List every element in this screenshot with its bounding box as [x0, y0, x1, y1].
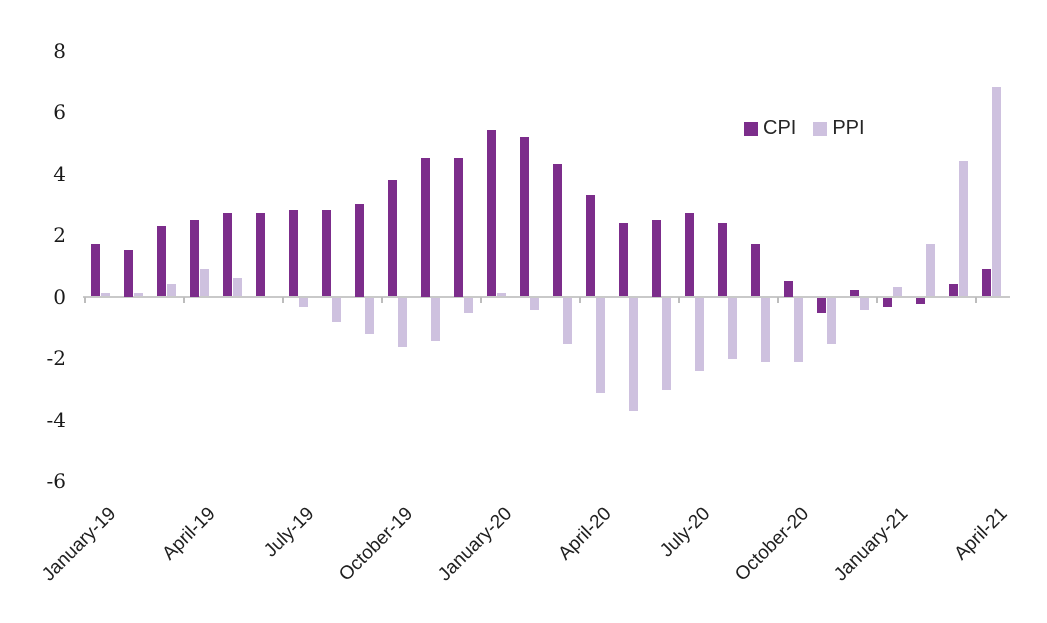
bar-ppi-February-19 [134, 293, 143, 297]
bar-ppi-June-20 [662, 297, 671, 390]
bar-ppi-May-19 [233, 278, 242, 297]
bar-cpi-May-20 [618, 222, 628, 297]
bar-ppi-October-20 [794, 297, 803, 363]
bar-cpi-May-19 [222, 213, 232, 297]
bar-ppi-February-20 [530, 297, 539, 310]
cpi-legend-label: CPI [763, 117, 797, 139]
bar-ppi-May-20 [629, 297, 638, 412]
y-tick-label: 6 [53, 100, 66, 124]
bar-ppi-August-20 [728, 297, 737, 359]
bar-cpi-January-19 [90, 244, 100, 297]
bar-cpi-March-21 [948, 284, 958, 297]
x-tick-label: July-20 [655, 503, 715, 562]
bar-ppi-April-21 [992, 87, 1001, 297]
bar-ppi-January-19 [101, 293, 110, 297]
ppi-swatch-icon [813, 121, 828, 136]
bar-cpi-January-21 [882, 297, 892, 307]
bar-cpi-June-19 [255, 213, 265, 297]
y-tick-label: -2 [46, 346, 66, 370]
cpi-swatch-icon [744, 121, 758, 136]
bar-ppi-November-20 [827, 297, 836, 344]
x-tick-label: January-19 [38, 503, 121, 586]
bar-ppi-September-20 [761, 297, 770, 363]
y-tick-label: -4 [46, 407, 66, 432]
y-tick-label: 0 [53, 284, 66, 309]
y-tick-label: 4 [53, 161, 66, 186]
bar-ppi-November-19 [431, 297, 440, 341]
y-tick-label: 8 [53, 38, 66, 63]
x-axis-tick [183, 297, 185, 303]
x-axis-tick [678, 297, 680, 303]
bar-cpi-October-19 [387, 179, 397, 297]
legend-item-ppi: PPI [813, 117, 865, 140]
x-tick-label: January-20 [434, 503, 517, 586]
bar-ppi-December-20 [860, 297, 869, 310]
x-tick-label: April-21 [949, 503, 1012, 565]
bar-cpi-November-19 [420, 158, 430, 297]
bar-cpi-March-19 [156, 225, 166, 297]
bar-cpi-September-20 [750, 244, 760, 297]
bar-ppi-April-20 [596, 297, 605, 393]
bar-ppi-July-20 [695, 297, 704, 372]
bar-ppi-September-19 [365, 297, 374, 335]
x-axis-tick [282, 297, 284, 303]
x-axis-tick [579, 297, 581, 303]
bar-cpi-March-20 [552, 164, 562, 297]
bar-ppi-January-21 [893, 287, 902, 297]
ppi-legend-label: PPI [832, 117, 865, 139]
bar-cpi-December-19 [453, 158, 463, 297]
zero-line [83, 295, 1010, 298]
x-tick-label: July-19 [259, 503, 319, 562]
x-axis-tick [84, 297, 86, 303]
x-axis-tick [876, 297, 878, 303]
bar-ppi-March-19 [167, 284, 176, 297]
bar-ppi-August-19 [332, 297, 341, 323]
bar-cpi-November-20 [816, 297, 826, 313]
bar-cpi-July-19 [288, 210, 298, 297]
bar-ppi-February-21 [926, 244, 935, 297]
bar-cpi-January-20 [486, 130, 496, 297]
x-tick-label: April-19 [157, 503, 220, 565]
x-tick-label: April-20 [553, 503, 616, 565]
bar-ppi-March-21 [959, 161, 968, 297]
legend: CPI PPI [744, 117, 865, 140]
bar-cpi-June-20 [651, 219, 661, 297]
bar-cpi-December-20 [849, 290, 859, 297]
bar-cpi-July-20 [684, 213, 694, 297]
bar-ppi-October-19 [398, 297, 407, 347]
bar-cpi-February-20 [519, 136, 529, 297]
bar-cpi-September-19 [354, 204, 364, 297]
x-tick-label: January-21 [830, 503, 913, 586]
y-tick-label: 2 [53, 223, 66, 247]
bar-ppi-March-20 [563, 297, 572, 344]
bar-ppi-December-19 [464, 297, 473, 313]
bar-cpi-April-19 [189, 219, 199, 297]
legend-item-cpi: CPI [744, 117, 796, 140]
x-axis-tick [975, 297, 977, 303]
x-axis-tick [777, 297, 779, 303]
bar-cpi-April-20 [585, 195, 595, 297]
bar-cpi-August-19 [321, 210, 331, 297]
x-tick-label: October-20 [731, 503, 814, 586]
x-axis-tick [480, 297, 482, 303]
bar-cpi-October-20 [783, 281, 793, 297]
bar-cpi-February-19 [123, 250, 133, 297]
bar-cpi-August-20 [717, 222, 727, 297]
bar-ppi-April-19 [200, 268, 209, 297]
y-tick-label: -6 [46, 469, 66, 493]
bar-cpi-April-21 [981, 268, 991, 297]
x-axis-tick [381, 297, 383, 303]
bar-ppi-July-19 [299, 297, 308, 307]
bar-cpi-February-21 [915, 297, 925, 304]
x-tick-label: October-19 [335, 503, 418, 586]
bar-ppi-January-20 [497, 293, 506, 297]
